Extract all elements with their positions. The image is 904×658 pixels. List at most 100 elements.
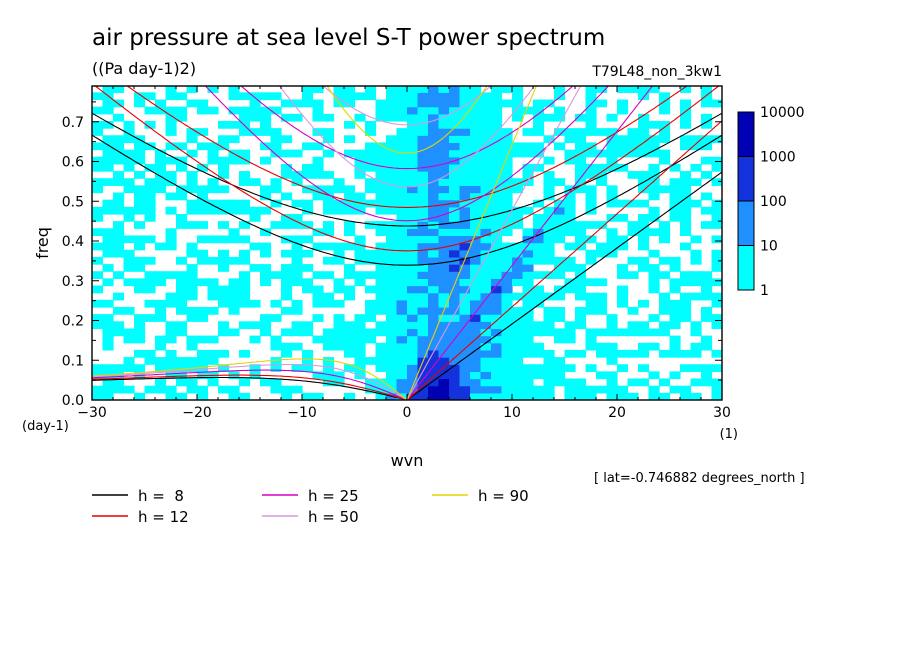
spectrum-cell (92, 106, 104, 115)
spectrum-cell (375, 228, 387, 237)
spectrum-cell (522, 292, 534, 301)
spectrum-cell (186, 278, 198, 287)
spectrum-cell (585, 142, 597, 151)
spectrum-cell (459, 364, 471, 372)
spectrum-cell (543, 178, 555, 186)
spectrum-cell (491, 135, 503, 144)
spectrum-cell (365, 299, 377, 308)
spectrum-cell (491, 299, 503, 308)
spectrum-cell (648, 271, 660, 279)
spectrum-cell (228, 106, 240, 115)
spectrum-cell (417, 249, 429, 258)
spectrum-cell (491, 342, 503, 351)
spectrum-cell (102, 314, 114, 322)
spectrum-cell (501, 199, 513, 208)
spectrum-cell (323, 335, 335, 344)
spectrum-cell (554, 314, 566, 322)
spectrum-cell (197, 364, 209, 372)
spectrum-cell (480, 256, 492, 265)
spectrum-cell (701, 364, 713, 372)
spectrum-cell (92, 314, 104, 322)
spectrum-cell (144, 314, 156, 322)
spectrum-cell (207, 292, 219, 301)
spectrum-cell (165, 335, 177, 344)
spectrum-cell (165, 321, 177, 330)
spectrum-cell (512, 314, 524, 322)
spectrum-cell (375, 349, 387, 358)
spectrum-cell (501, 378, 513, 387)
spectrum-cell (134, 335, 146, 344)
spectrum-cell (407, 342, 419, 351)
spectrum-cell (491, 192, 503, 201)
spectrum-cell (554, 113, 566, 122)
spectrum-cell (438, 128, 450, 136)
spectrum-cell (438, 149, 450, 158)
spectrum-cell (260, 113, 272, 122)
spectrum-cell (491, 385, 503, 394)
spectrum-cell (155, 163, 167, 172)
spectrum-cell (438, 292, 450, 301)
spectrum-cell (417, 321, 429, 330)
spectrum-cell (438, 321, 450, 330)
spectrum-cell (480, 342, 492, 351)
spectrum-cell (491, 242, 503, 251)
spectrum-cell (428, 321, 440, 330)
spectrum-cell (491, 221, 503, 229)
spectrum-cell (428, 206, 440, 215)
spectrum-cell (176, 256, 188, 265)
spectrum-cell (501, 135, 513, 144)
spectrum-cell (291, 249, 303, 258)
spectrum-cell (396, 278, 408, 287)
spectrum-cell (428, 364, 440, 372)
spectrum-cell (459, 213, 471, 222)
spectrum-cell (270, 135, 282, 144)
spectrum-cell (638, 378, 650, 387)
spectrum-cell (543, 357, 555, 365)
spectrum-cell (417, 99, 429, 108)
spectrum-cell (176, 299, 188, 308)
spectrum-cell (407, 371, 419, 380)
spectrum-cell (396, 86, 408, 93)
spectrum-cell (680, 113, 692, 122)
spectrum-cell (690, 249, 702, 258)
spectrum-cell (480, 321, 492, 330)
spectrum-cell (197, 349, 209, 358)
spectrum-cell (396, 113, 408, 122)
spectrum-cell (165, 192, 177, 201)
spectrum-cell (669, 299, 681, 308)
spectrum-cell (564, 221, 576, 229)
spectrum-cell (711, 249, 722, 258)
spectrum-cell (323, 128, 335, 136)
spectrum-cell (375, 242, 387, 251)
spectrum-cell (554, 371, 566, 380)
spectrum-cell (438, 106, 450, 115)
spectrum-cell (512, 357, 524, 365)
legend-label: h = 25 (308, 487, 359, 505)
spectrum-cell (249, 321, 261, 330)
spectrum-cell (165, 364, 177, 372)
spectrum-cell (711, 163, 722, 172)
rossby-curve (92, 358, 408, 400)
spectrum-cell (627, 392, 639, 400)
spectrum-cell (417, 349, 429, 358)
spectrum-cell (302, 206, 314, 215)
spectrum-cell (522, 271, 534, 279)
colorbar-swatch (738, 112, 754, 157)
spectrum-cell (480, 185, 492, 194)
spectrum-cell (585, 221, 597, 229)
spectrum-cell (144, 199, 156, 208)
spectrum-cell (470, 113, 482, 122)
spectrum-cell (197, 385, 209, 394)
spectrum-cell (176, 213, 188, 222)
spectrum-cell (239, 278, 251, 287)
spectrum-cell (417, 113, 429, 122)
spectrum-cell (186, 342, 198, 351)
spectrum-cell (659, 106, 671, 115)
spectrum-cell (606, 135, 618, 144)
spectrum-cell (690, 392, 702, 400)
spectrum-cell (617, 328, 629, 337)
spectrum-cell (186, 385, 198, 394)
spectrum-cell (480, 242, 492, 251)
spectrum-cell (186, 271, 198, 279)
